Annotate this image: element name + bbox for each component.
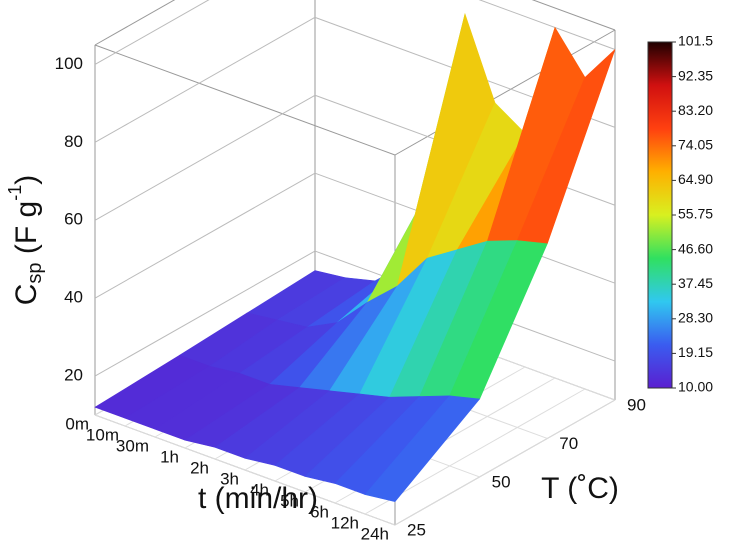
x-axis-title: t (min/hr): [198, 482, 318, 515]
grid-line: [94, 172, 316, 299]
colorbar-tick-label: 55.75: [678, 206, 713, 222]
y-tick-label: 90: [627, 395, 646, 414]
x-tick-label: 30m: [116, 436, 149, 455]
grid-line: [94, 414, 396, 526]
colorbar-tick-label: 64.90: [678, 171, 713, 187]
z-title-sub: sp: [24, 262, 46, 283]
x-tick-label: 1h: [160, 447, 179, 466]
surface-cell: [364, 395, 481, 502]
colorbar-tick-label: 28.30: [678, 310, 713, 326]
z-title-base: C: [10, 284, 43, 306]
grid-line: [94, 250, 316, 377]
y-axis-title: T (˚C): [541, 472, 619, 505]
x-tick-label: 24h: [361, 524, 389, 543]
x-tick-label: 12h: [331, 513, 359, 532]
colorbar-tick-label: 19.15: [678, 344, 713, 360]
x-tick-label: 0m: [65, 414, 89, 433]
colorbar-tick-label: 37.45: [678, 275, 713, 291]
grid-line: [94, 16, 316, 143]
z-tick-label: 100: [55, 54, 83, 73]
surface: [94, 12, 616, 502]
colorbar-tick-label: 74.05: [678, 137, 713, 153]
box-edge: [94, 0, 176, 46]
z-tick-label: 80: [64, 132, 83, 151]
colorbar-tick-label: 101.5: [678, 33, 713, 49]
x-tick-label: 6h: [310, 502, 329, 521]
colorbar-tick-label: 92.35: [678, 67, 713, 83]
z-title-mid: (F g: [10, 201, 43, 263]
y-tick-label: 70: [559, 434, 578, 453]
grid-line: [478, 0, 616, 50]
box-edge: [394, 29, 616, 156]
grid-line: [394, 399, 616, 526]
box-edge: [531, 0, 616, 31]
z-title-end: ): [10, 175, 43, 185]
z-axis-title: Csp (F g-1): [5, 175, 47, 305]
colorbar: [647, 41, 673, 389]
x-tick-label: 5h: [280, 491, 299, 510]
y-tick-label: 50: [492, 472, 511, 491]
z-tick-label: 20: [64, 366, 83, 385]
grid-line: [94, 94, 316, 221]
z-tick-label: 60: [64, 210, 83, 229]
x-tick-label: 4h: [250, 480, 269, 499]
grid-line: [94, 0, 210, 65]
x-tick-label: 2h: [190, 458, 209, 477]
colorbar-tick-label: 83.20: [678, 102, 713, 118]
colorbar-tick-label: 46.60: [678, 240, 713, 256]
x-tick-label: 3h: [220, 469, 239, 488]
x-tick-label: 10m: [86, 425, 119, 444]
colorbar-tick-label: 10.00: [678, 379, 713, 395]
z-tick-label: 40: [64, 288, 83, 307]
y-tick-label: 25: [407, 520, 426, 539]
box-edge: [94, 44, 396, 156]
z-title-sup: -1: [5, 185, 25, 201]
